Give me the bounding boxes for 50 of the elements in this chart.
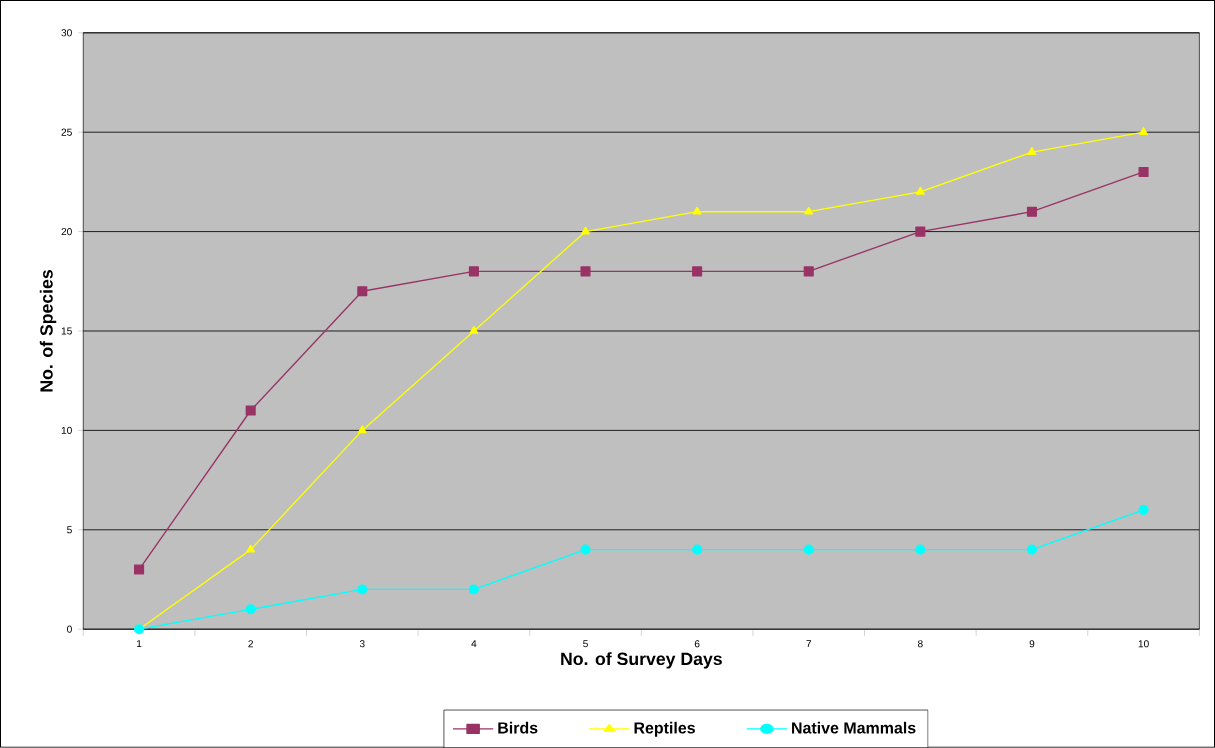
- point: [1138, 166, 1149, 177]
- y-axis-title: No. of Species: [39, 270, 57, 392]
- x-tick-label: 5: [583, 640, 588, 648]
- y-tick-label: 30: [61, 29, 72, 37]
- point: [245, 405, 256, 416]
- point: [1138, 504, 1149, 515]
- x-tick-label: 10: [1138, 640, 1149, 648]
- y-tick-label: 20: [61, 228, 72, 236]
- point: [915, 544, 926, 555]
- x-tick-label: 7: [806, 640, 812, 648]
- point: [581, 226, 590, 235]
- point: [692, 544, 703, 555]
- point: [1026, 206, 1038, 217]
- x-tick-label: 9: [1029, 640, 1035, 648]
- x-axis-title: No. of Survey Days: [561, 652, 722, 669]
- x-tick-label: 4: [471, 640, 477, 648]
- point: [246, 544, 256, 553]
- point: [357, 425, 367, 434]
- y-tick-label: 15: [61, 327, 72, 335]
- point: [357, 286, 368, 297]
- point: [692, 206, 702, 215]
- point: [1027, 147, 1037, 155]
- legend-label: Reptiles: [634, 721, 695, 737]
- point: [580, 544, 591, 555]
- point: [804, 206, 814, 215]
- y-tick-label: 0: [67, 625, 72, 633]
- point: [245, 604, 256, 615]
- x-tick-label: 1: [137, 640, 142, 648]
- point: [469, 325, 479, 334]
- x-tick-label: 8: [917, 640, 923, 648]
- legend-label: Native Mammals: [792, 721, 916, 734]
- point: [692, 266, 703, 277]
- point: [357, 584, 368, 595]
- point: [915, 226, 926, 237]
- point: [1139, 127, 1149, 136]
- x-tick-label: 3: [359, 640, 365, 648]
- point: [134, 564, 145, 575]
- x-tick-label: 2: [248, 640, 253, 648]
- point: [580, 266, 591, 277]
- point: [468, 266, 479, 277]
- point: [803, 544, 814, 555]
- y-tick-label: 10: [61, 426, 72, 434]
- point: [915, 186, 925, 195]
- point: [1026, 544, 1038, 555]
- x-tick-label: 6: [694, 640, 700, 648]
- point: [803, 266, 814, 277]
- y-tick-label: 5: [67, 526, 72, 534]
- y-tick-label: 25: [61, 128, 72, 136]
- legend-label: Birds: [498, 721, 538, 734]
- point: [468, 584, 479, 595]
